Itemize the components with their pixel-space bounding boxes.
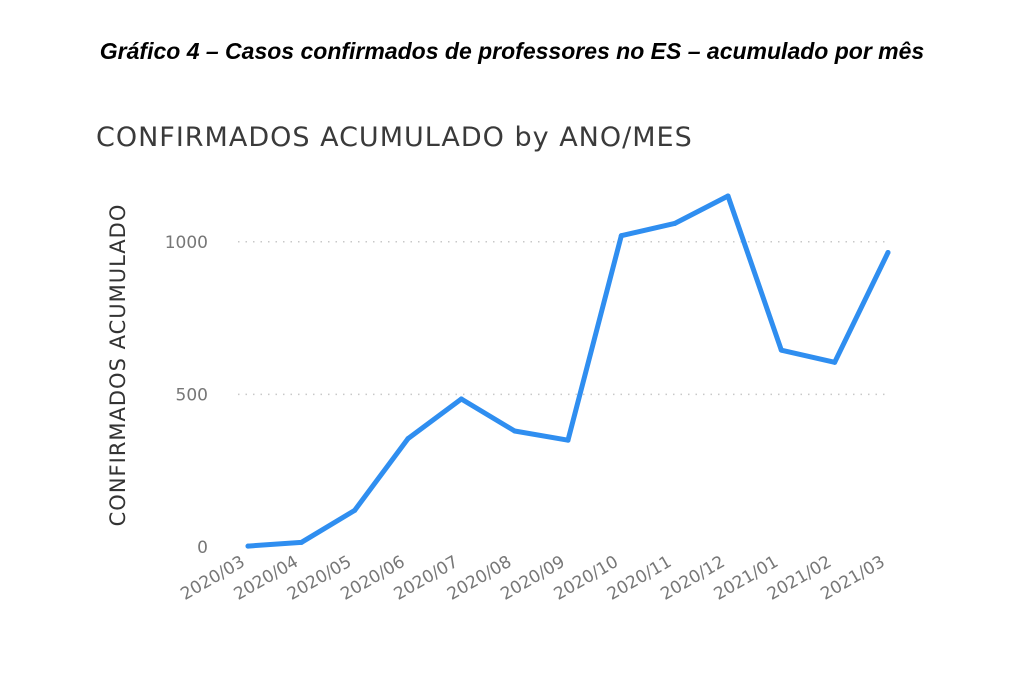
data-point bbox=[298, 539, 304, 545]
y-axis-ticks: 0 500 1000 bbox=[165, 233, 208, 558]
series-line bbox=[245, 193, 891, 549]
y-tick-label: 500 bbox=[176, 385, 208, 405]
chart-title: CONFIRMADOS ACUMULADO by ANO/MES bbox=[96, 122, 693, 153]
series-layer bbox=[245, 193, 891, 549]
figure-caption: Gráfico 4 – Casos confirmados de profess… bbox=[99, 38, 925, 64]
data-point bbox=[725, 193, 731, 199]
data-point bbox=[458, 396, 464, 402]
data-point bbox=[672, 220, 678, 226]
data-point bbox=[512, 428, 518, 434]
data-point bbox=[885, 249, 891, 255]
data-point bbox=[778, 347, 784, 353]
y-axis-label: CONFIRMADOS ACUMULADO bbox=[106, 204, 130, 527]
gridlines bbox=[238, 241, 888, 396]
y-tick-label: 1000 bbox=[165, 233, 208, 253]
data-point bbox=[405, 436, 411, 442]
x-axis-ticks: 2020/032020/042020/052020/062020/072020/… bbox=[177, 552, 888, 605]
data-point bbox=[245, 543, 251, 549]
data-point bbox=[832, 359, 838, 365]
data-point bbox=[565, 437, 571, 443]
data-point bbox=[618, 233, 624, 239]
data-point bbox=[352, 507, 358, 513]
y-tick-label: 0 bbox=[197, 538, 208, 558]
